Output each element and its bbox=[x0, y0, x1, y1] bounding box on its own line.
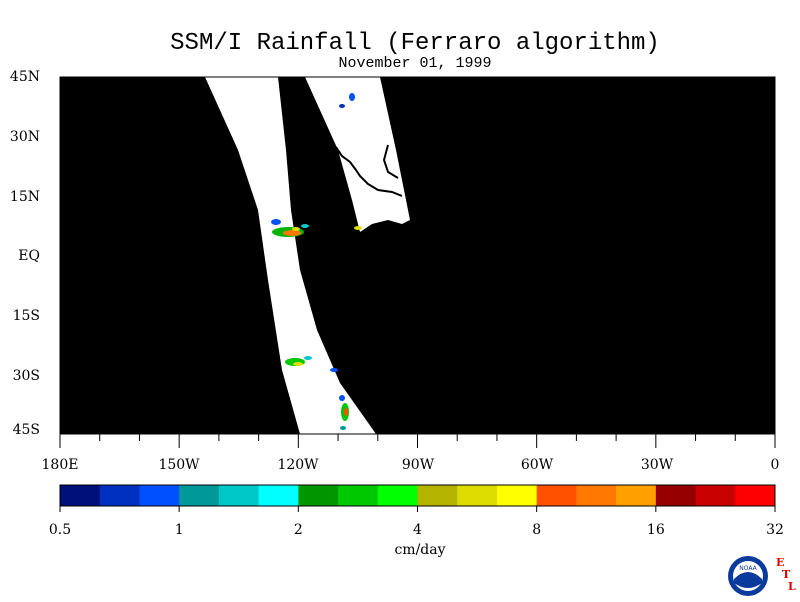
rain-patch bbox=[330, 368, 338, 372]
map-background bbox=[60, 77, 775, 434]
longitude-label: 90W bbox=[401, 457, 435, 473]
rain-patch bbox=[354, 226, 362, 230]
colorbar-label: 4 bbox=[413, 522, 422, 538]
colorbar-swatch bbox=[576, 485, 617, 506]
svg-text:L: L bbox=[788, 580, 796, 593]
colorbar-swatch bbox=[218, 485, 260, 506]
axis-ticks bbox=[59, 76, 776, 448]
rain-patch bbox=[293, 362, 303, 366]
colorbar bbox=[59, 484, 776, 512]
colorbar-swatch bbox=[695, 485, 736, 506]
colorbar-label: 2 bbox=[293, 522, 303, 538]
colorbar-swatch bbox=[496, 485, 538, 506]
map-title: SSM/I Rainfall (Ferraro algorithm) bbox=[170, 30, 660, 57]
colorbar-swatch bbox=[536, 485, 577, 506]
rain-patches bbox=[271, 93, 362, 430]
rain-patch bbox=[304, 356, 312, 360]
rain-patch bbox=[344, 408, 348, 416]
latitude-label: 30N bbox=[9, 129, 40, 145]
svg-text:T: T bbox=[782, 568, 791, 581]
satellite-swath-east bbox=[305, 77, 410, 232]
colorbar-swatch bbox=[338, 485, 379, 506]
colorbar-label: 32 bbox=[766, 522, 784, 538]
colorbar-label: 1 bbox=[174, 522, 184, 538]
colorbar-label: 8 bbox=[532, 522, 542, 538]
svg-text:E: E bbox=[776, 556, 784, 569]
latitude-label: EQ bbox=[18, 248, 40, 264]
colorbar-swatch bbox=[616, 485, 657, 506]
rain-patch bbox=[339, 104, 345, 108]
coastline bbox=[279, 76, 403, 197]
colorbar-swatch bbox=[655, 485, 697, 506]
map-subtitle: November 01, 1999 bbox=[338, 55, 492, 72]
longitude-label: 30W bbox=[640, 457, 674, 473]
longitude-label: 150W bbox=[158, 457, 200, 473]
rain-patch bbox=[271, 219, 281, 225]
longitude-label: 180E bbox=[41, 457, 79, 473]
rain-patch bbox=[292, 227, 300, 231]
satellite-swath-west bbox=[205, 77, 376, 434]
colorbar-swatch bbox=[457, 485, 498, 506]
latitude-label: 15S bbox=[12, 308, 40, 324]
colorbar-swatch bbox=[417, 485, 458, 506]
colorbar-swatch bbox=[377, 485, 418, 506]
latitude-label: 45S bbox=[12, 422, 40, 438]
longitude-label: 0 bbox=[770, 457, 780, 473]
no-data-disc bbox=[361, 222, 409, 270]
latitude-label: 45N bbox=[9, 69, 40, 85]
colorbar-swatch bbox=[99, 485, 140, 506]
noaa-logo-text: NOAA bbox=[739, 565, 757, 572]
rain-patch bbox=[301, 224, 309, 228]
longitude-label: 120W bbox=[277, 457, 319, 473]
latitude-label: 30S bbox=[12, 368, 40, 384]
colorbar-swatch bbox=[60, 485, 101, 506]
colorbar-swatch bbox=[179, 485, 220, 506]
colorbar-swatch bbox=[258, 485, 299, 506]
colorbar-swatch bbox=[139, 485, 180, 506]
rain-patch bbox=[339, 395, 345, 401]
colorbar-swatch bbox=[735, 485, 776, 506]
noaa-logo: NOAA E T L bbox=[728, 553, 798, 598]
colorbar-unit: cm/day bbox=[394, 542, 446, 558]
colorbar-label: 0.5 bbox=[48, 522, 72, 538]
colorbar-swatch bbox=[298, 485, 339, 506]
rain-patch bbox=[340, 426, 346, 430]
rain-patch bbox=[283, 230, 301, 236]
rain-patch bbox=[349, 93, 355, 101]
longitude-label: 60W bbox=[520, 457, 554, 473]
latitude-label: 15N bbox=[9, 189, 40, 205]
colorbar-label: 16 bbox=[646, 522, 665, 538]
